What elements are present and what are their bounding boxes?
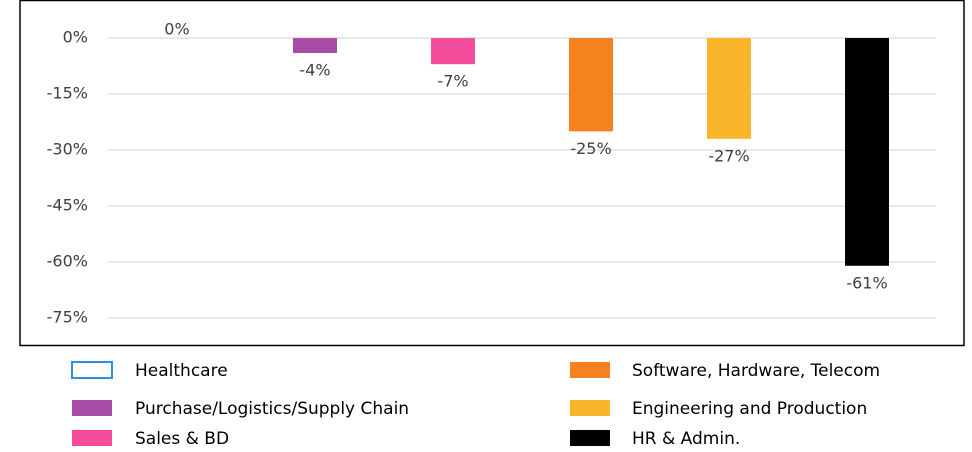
y-tick-label: -60% xyxy=(47,252,88,271)
y-tick-label: -30% xyxy=(47,140,88,159)
y-tick-label: -15% xyxy=(47,84,88,103)
legend-label: Healthcare xyxy=(135,361,228,381)
data-label: -4% xyxy=(299,60,330,79)
bar xyxy=(845,38,889,266)
legend-swatch xyxy=(570,362,610,378)
bar xyxy=(569,38,613,132)
legend-swatch xyxy=(71,361,113,379)
legend-label: HR & Admin. xyxy=(632,429,740,449)
chart-frame xyxy=(19,0,965,347)
bar xyxy=(431,38,475,65)
data-label: -61% xyxy=(846,273,887,292)
y-tick-label: 0% xyxy=(63,28,88,47)
legend-swatch xyxy=(570,400,610,416)
legend-label: Software, Hardware, Telecom xyxy=(632,361,880,381)
data-label: -25% xyxy=(570,139,611,158)
legend-label: Sales & BD xyxy=(135,429,229,449)
data-label: 0% xyxy=(164,20,189,39)
data-label: -27% xyxy=(708,146,749,165)
y-tick-label: -75% xyxy=(47,308,88,327)
bar xyxy=(707,38,751,139)
legend-swatch xyxy=(570,430,610,446)
bar xyxy=(293,38,337,53)
data-label: -7% xyxy=(437,72,468,91)
legend-swatch xyxy=(72,400,112,416)
legend-label: Purchase/Logistics/Supply Chain xyxy=(135,399,409,419)
y-tick-label: -45% xyxy=(47,196,88,215)
legend-swatch xyxy=(72,430,112,446)
legend-label: Engineering and Production xyxy=(632,399,867,419)
